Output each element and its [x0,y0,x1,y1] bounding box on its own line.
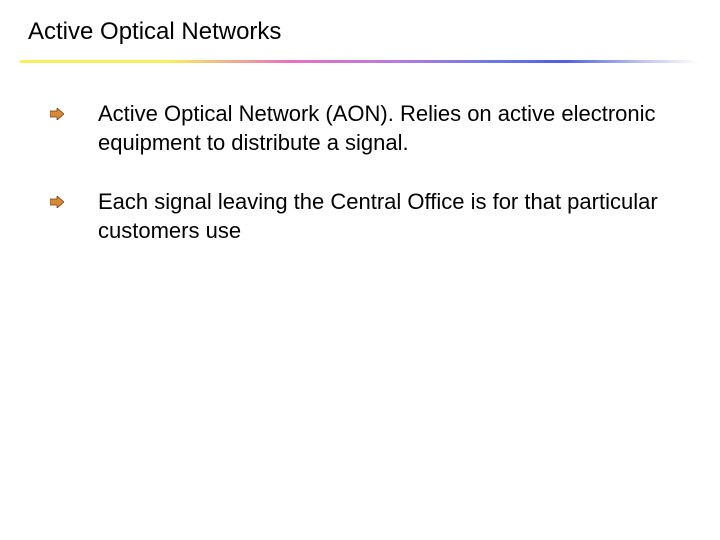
bullet-item: Active Optical Network (AON). Relies on … [50,99,660,157]
slide-body: Active Optical Network (AON). Relies on … [0,63,720,245]
arrow-right-icon [50,187,98,213]
slide-title: Active Optical Networks [0,18,720,56]
arrow-right-icon [50,99,98,125]
bullet-text: Each signal leaving the Central Office i… [98,187,660,245]
bullet-text: Active Optical Network (AON). Relies on … [98,99,660,157]
slide: Active Optical Networks Active Optical N… [0,0,720,540]
bullet-item: Each signal leaving the Central Office i… [50,187,660,245]
